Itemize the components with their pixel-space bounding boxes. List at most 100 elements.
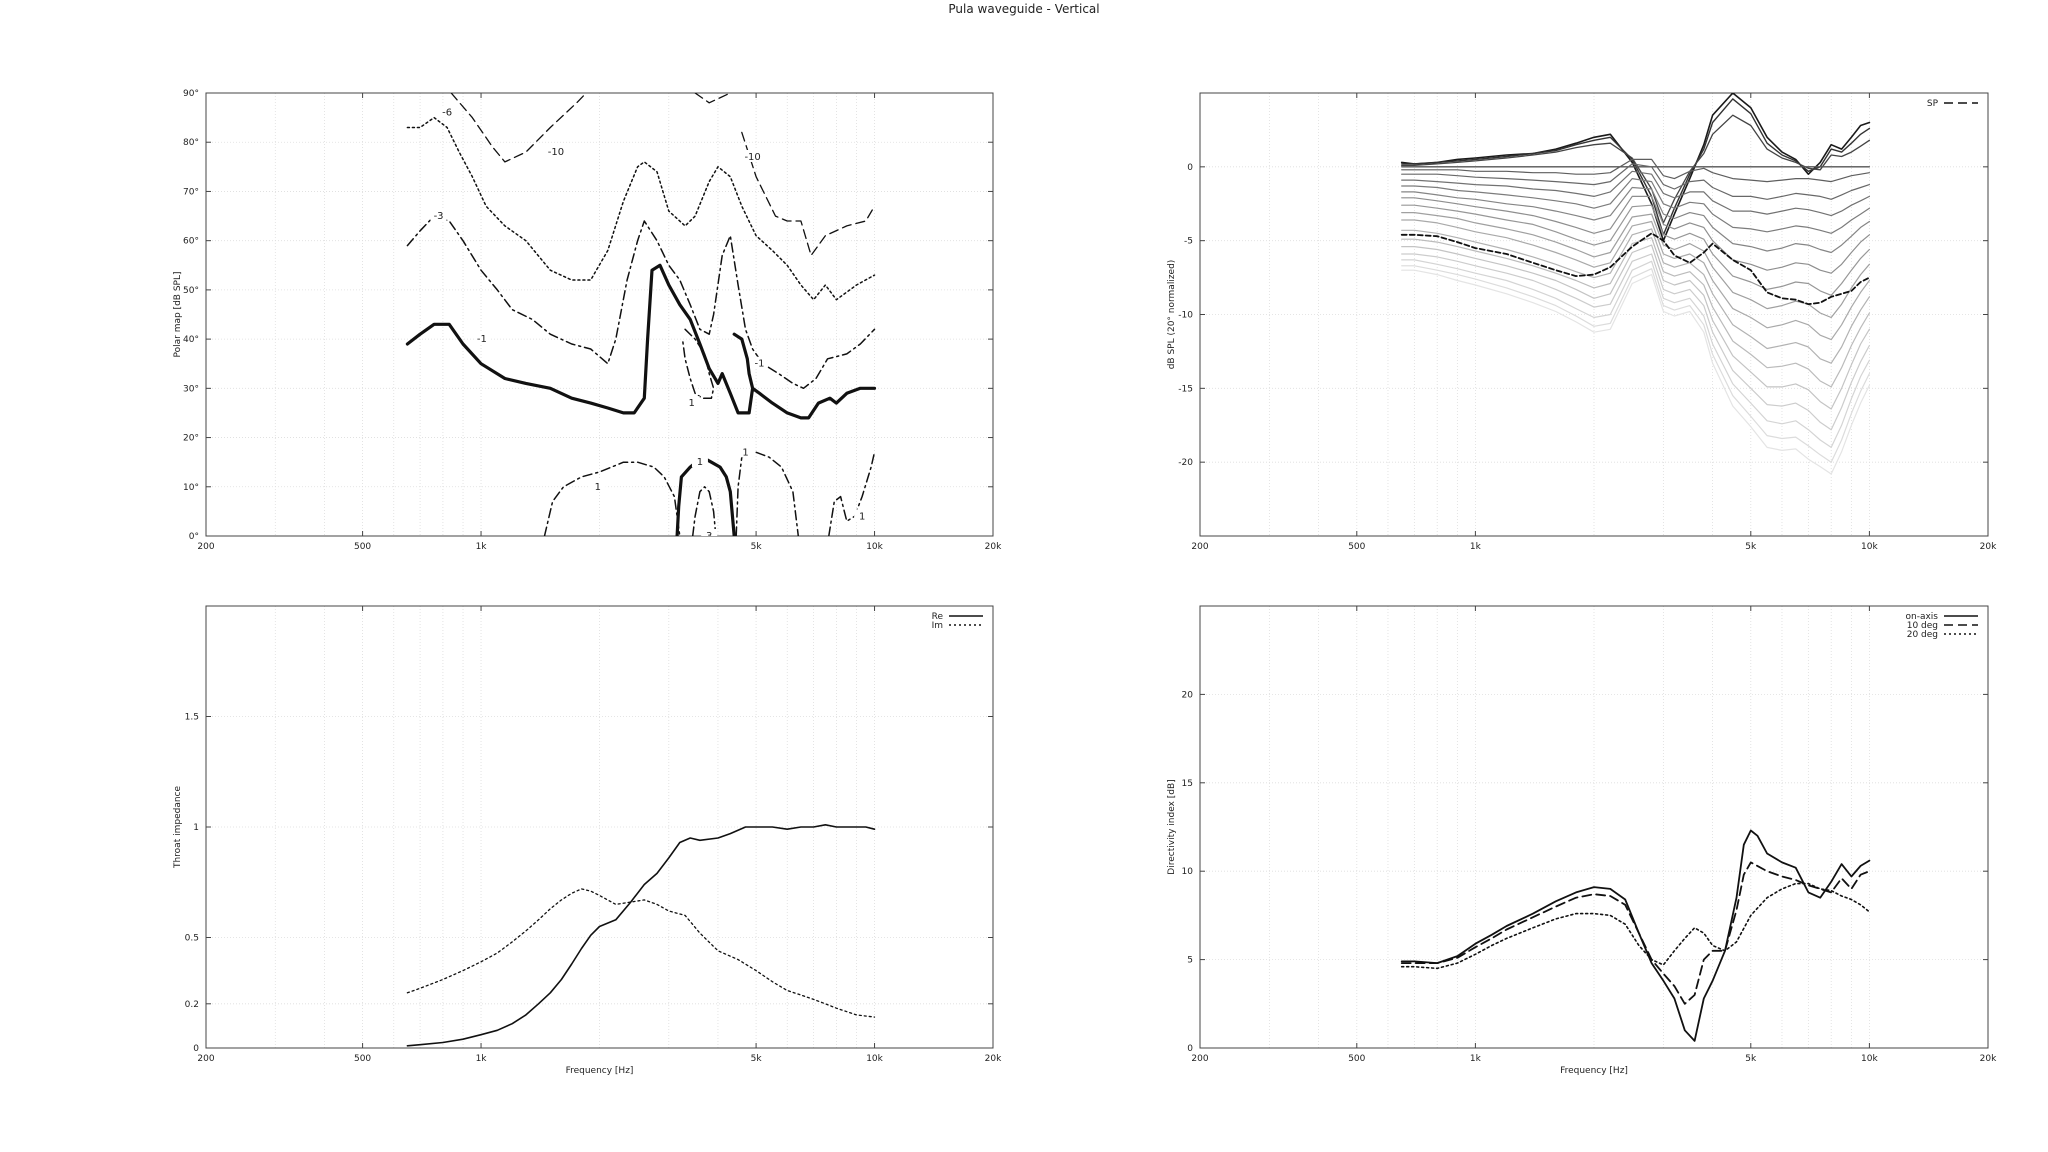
plot-frame xyxy=(1199,605,1989,1049)
x-tick-label: 5k xyxy=(1745,542,1757,552)
contour-label-bg xyxy=(439,105,456,118)
throat-impedance-panel: 200 500 1k 5k 10k 20k 0 0.2 0.5 1 1.5 Throat impeda… xyxy=(173,605,1002,1076)
y-tick-label: 10 xyxy=(1182,867,1194,877)
series-line-on-axis xyxy=(1400,829,1871,1042)
series-line xyxy=(1401,163,1870,200)
series-line xyxy=(1401,269,1870,475)
contour-label-bg xyxy=(751,356,768,369)
y-tick-label: 90° xyxy=(183,89,199,99)
y-tick-label: 15 xyxy=(1182,779,1193,789)
y-tick-label: 1 xyxy=(193,823,199,833)
series-line xyxy=(1401,219,1870,341)
contour-label-bg xyxy=(430,209,447,222)
legend-label: Im xyxy=(932,621,943,631)
x-tick-label: 1k xyxy=(476,542,488,552)
contour-line xyxy=(828,451,876,536)
series-line xyxy=(1401,244,1870,410)
series-line xyxy=(1401,237,1870,388)
series-line xyxy=(1401,253,1870,431)
x-tick-label: 200 xyxy=(197,1054,214,1064)
x-tick-label: 10k xyxy=(1861,1054,1878,1064)
series-line xyxy=(1401,170,1870,217)
contour-line xyxy=(450,93,587,163)
x-tick-label: 20k xyxy=(985,1054,1002,1064)
x-tick-label: 5k xyxy=(751,1054,763,1064)
contour-label: -10 xyxy=(744,152,760,163)
series-line xyxy=(1401,212,1870,319)
legend-label: 10 deg xyxy=(1907,621,1938,631)
contour-line xyxy=(405,263,877,420)
series-line xyxy=(1401,195,1870,274)
y-tick-label: 80° xyxy=(183,138,199,148)
contour-label-bg xyxy=(737,445,754,458)
y-tick-label: 0 xyxy=(193,1044,199,1054)
contour-line xyxy=(691,486,717,536)
series-line xyxy=(1401,178,1870,234)
y-tick-label: 20 xyxy=(1182,690,1194,700)
y-tick-label: -20 xyxy=(1178,458,1193,468)
x-tick-label: 200 xyxy=(197,542,214,552)
contour-label-bg xyxy=(691,455,708,468)
contour-label: 1 xyxy=(688,398,694,409)
x-tick-label: 20k xyxy=(1980,542,1997,552)
contour-label: 1 xyxy=(697,457,703,468)
y-tick-label: 40° xyxy=(183,335,199,345)
series-line-20-deg xyxy=(1400,882,1871,970)
x-axis-label: Frequency [Hz] xyxy=(566,1066,634,1076)
polar-map-panel: 200 500 1k 5k 10k 20k 0° 10° 20° 30° 40° 50° 60° 70° 8… xyxy=(173,89,1002,552)
series-line xyxy=(1400,93,1871,242)
legend-label: 20 deg xyxy=(1907,630,1938,640)
y-axis-label: Polar map [dB SPL] xyxy=(173,272,183,358)
x-axis-label: Frequency [Hz] xyxy=(1560,1066,1628,1076)
series-line xyxy=(1401,259,1870,448)
x-tick-label: 200 xyxy=(1191,1054,1208,1064)
x-tick-label: 20k xyxy=(1980,1054,1997,1064)
contour-line xyxy=(406,215,876,390)
series-line xyxy=(1401,158,1870,183)
contour-label-bg xyxy=(547,145,564,158)
contour-label: -6 xyxy=(442,108,452,119)
series-line xyxy=(1401,204,1870,296)
plot-area xyxy=(1400,829,1871,1042)
x-tick-label: 5k xyxy=(751,542,763,552)
series-line-im xyxy=(406,888,876,1018)
directivity-index-panel: 200 500 1k 5k 10k 20k 0 5 10 15 20 Directivity inde… xyxy=(1167,605,1997,1076)
contour-label: -1 xyxy=(477,334,487,345)
y-tick-label: 30° xyxy=(183,384,199,394)
legend-label: SP xyxy=(1927,99,1939,109)
y-tick-label: 50° xyxy=(183,286,199,296)
normalized-response-panel: 200 500 1k 5k 10k 20k 0 -5 -10 -15 -20 dB SPL (20° … xyxy=(1167,92,1997,552)
y-tick-label: 1.5 xyxy=(185,713,199,723)
contour-line xyxy=(741,131,876,257)
y-tick-label: -10 xyxy=(1178,311,1193,321)
contour-label: 1 xyxy=(595,482,601,493)
y-tick-label: 0° xyxy=(189,532,199,542)
x-tick-label: 500 xyxy=(354,1054,371,1064)
y-tick-label: 0 xyxy=(1187,163,1193,173)
plot-frame xyxy=(205,92,994,537)
contour-label-bg xyxy=(701,529,718,536)
contour-label: 3 xyxy=(706,531,712,542)
y-tick-label: 20° xyxy=(183,434,199,444)
series-line xyxy=(1401,265,1870,463)
y-tick-label: 5 xyxy=(1187,956,1193,966)
x-tick-label: 500 xyxy=(354,542,371,552)
contour-label-bg xyxy=(473,332,490,345)
y-axis-label: Directivity index [dB] xyxy=(1167,779,1177,874)
contour-label-bg xyxy=(854,509,871,522)
y-axis-label: Throat impedance xyxy=(173,786,183,870)
x-tick-label: 1k xyxy=(476,1054,488,1064)
plot-area: -6 -10 -10 -3 -1 -1 1 1 1 1 3 1 xyxy=(405,93,877,542)
x-tick-label: 10k xyxy=(866,542,883,552)
plot-area xyxy=(406,824,876,1047)
contour-label: -10 xyxy=(548,147,564,158)
y-axis-label: dB SPL (20° normalized) xyxy=(1167,260,1177,370)
series-line-re xyxy=(406,824,876,1047)
contour-label-bg xyxy=(683,396,700,409)
x-tick-label: 10k xyxy=(1861,542,1878,552)
y-tick-label: 0 xyxy=(1187,1044,1193,1054)
y-tick-label: -15 xyxy=(1178,384,1193,394)
contour-line xyxy=(735,451,800,536)
series-line xyxy=(1401,98,1871,236)
